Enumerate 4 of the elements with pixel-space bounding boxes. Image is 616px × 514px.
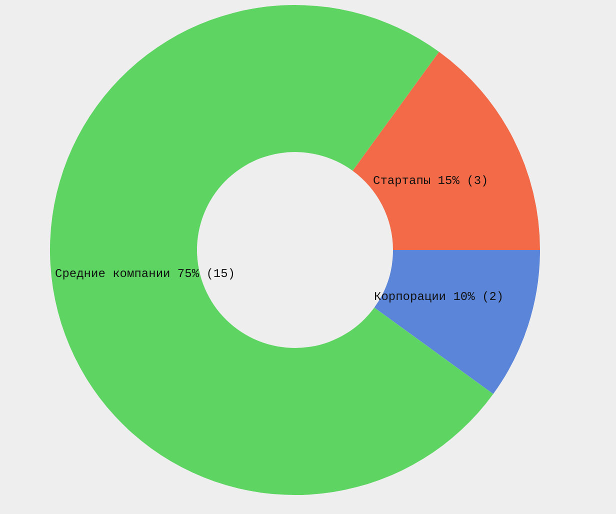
slice-label: Средние компании 75% (15) (55, 267, 236, 281)
donut-slice (374, 250, 540, 394)
donut-slice (352, 52, 540, 250)
slice-label: Стартапы 15% (3) (373, 174, 488, 188)
